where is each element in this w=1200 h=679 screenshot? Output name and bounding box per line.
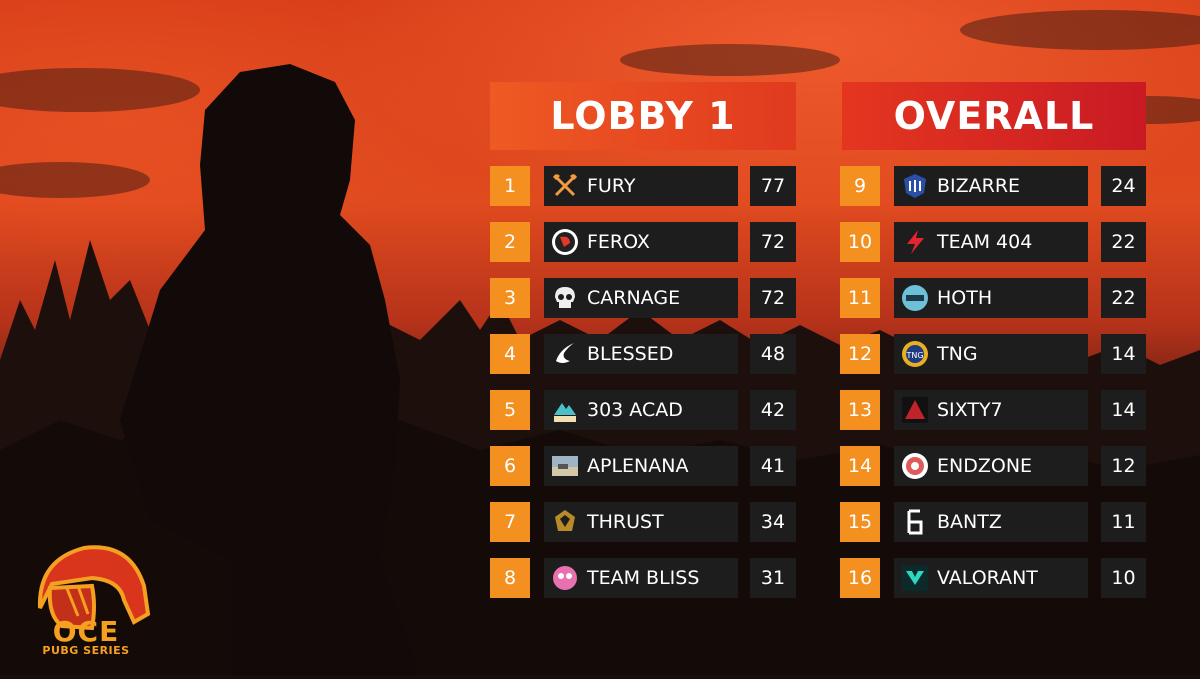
- bliss-mascot-icon: [550, 563, 580, 593]
- thrust-crest-icon: [550, 507, 580, 537]
- rank-cell: 5: [490, 390, 530, 430]
- score-cell: 48: [750, 334, 796, 374]
- team-cell: TNG TNG: [894, 334, 1088, 374]
- rank-cell: 12: [840, 334, 880, 374]
- team-name: TEAM BLISS: [587, 567, 700, 589]
- wing-icon: [550, 339, 580, 369]
- team-cell: HOTH: [894, 278, 1088, 318]
- team-cell: BIZARRE: [894, 166, 1088, 206]
- score-cell: 10: [1101, 558, 1146, 598]
- team-name: VALORANT: [937, 567, 1038, 589]
- rank-cell: 11: [840, 278, 880, 318]
- pubg-helmet-icon: [37, 545, 151, 631]
- score-cell: 42: [750, 390, 796, 430]
- hoth-badge-icon: [900, 283, 930, 313]
- team-name: THRUST: [587, 511, 664, 533]
- valorant-mascot-icon: [900, 563, 930, 593]
- lobby-title: LOBBY 1: [490, 82, 796, 150]
- score-cell: 34: [750, 502, 796, 542]
- rank-cell: 1: [490, 166, 530, 206]
- team-name: SIXTY7: [937, 399, 1003, 421]
- team-cell: TEAM BLISS: [544, 558, 738, 598]
- team-cell: TEAM 404: [894, 222, 1088, 262]
- team-cell: ENDZONE: [894, 446, 1088, 486]
- overall-title: OVERALL: [842, 82, 1146, 150]
- team-cell: VALORANT: [894, 558, 1088, 598]
- team-cell: SIXTY7: [894, 390, 1088, 430]
- rank-cell: 15: [840, 502, 880, 542]
- team-name: BLESSED: [587, 343, 674, 365]
- crossed-axes-icon: [550, 171, 580, 201]
- score-cell: 22: [1101, 222, 1146, 262]
- tng-lion-icon: TNG: [900, 339, 930, 369]
- score-cell: 14: [1101, 334, 1146, 374]
- score-cell: 12: [1101, 446, 1146, 486]
- team-name: ENDZONE: [937, 455, 1033, 477]
- team-name: HOTH: [937, 287, 993, 309]
- rank-cell: 8: [490, 558, 530, 598]
- rank-cell: 14: [840, 446, 880, 486]
- rank-cell: 4: [490, 334, 530, 374]
- team-name: APLENANA: [587, 455, 689, 477]
- team-name: 303 ACAD: [587, 399, 683, 421]
- rank-cell: 3: [490, 278, 530, 318]
- bizarre-shield-icon: [900, 171, 930, 201]
- rank-cell: 10: [840, 222, 880, 262]
- team-cell: THRUST: [544, 502, 738, 542]
- team-name: TEAM 404: [937, 231, 1033, 253]
- sixty7-emblem-icon: [900, 395, 930, 425]
- team-name: FEROX: [587, 231, 650, 253]
- rank-cell: 6: [490, 446, 530, 486]
- score-cell: 14: [1101, 390, 1146, 430]
- rank-cell: 16: [840, 558, 880, 598]
- score-cell: 72: [750, 222, 796, 262]
- brand-subtitle: PUBG SERIES: [42, 644, 130, 657]
- svg-text:TNG: TNG: [905, 351, 923, 360]
- score-cell: 41: [750, 446, 796, 486]
- landscape-photo-icon: [550, 451, 580, 481]
- team-cell: APLENANA: [544, 446, 738, 486]
- team-cell: CARNAGE: [544, 278, 738, 318]
- team-cell: 303 ACAD: [544, 390, 738, 430]
- score-cell: 72: [750, 278, 796, 318]
- score-cell: 11: [1101, 502, 1146, 542]
- team-name: BANTZ: [937, 511, 1002, 533]
- team-name: TNG: [937, 343, 978, 365]
- team-name: BIZARRE: [937, 175, 1021, 197]
- 303-mountain-icon: [550, 395, 580, 425]
- score-cell: 22: [1101, 278, 1146, 318]
- team-cell: BANTZ: [894, 502, 1088, 542]
- team-cell: FURY: [544, 166, 738, 206]
- bantz-b-icon: [900, 507, 930, 537]
- rank-cell: 7: [490, 502, 530, 542]
- rank-cell: 9: [840, 166, 880, 206]
- score-cell: 24: [1101, 166, 1146, 206]
- team-cell: FEROX: [544, 222, 738, 262]
- team-name: CARNAGE: [587, 287, 681, 309]
- team-name: FURY: [587, 175, 636, 197]
- skull-icon: [550, 283, 580, 313]
- rank-cell: 13: [840, 390, 880, 430]
- score-cell: 31: [750, 558, 796, 598]
- team-cell: BLESSED: [544, 334, 738, 374]
- rank-cell: 2: [490, 222, 530, 262]
- ferox-emblem-icon: [550, 227, 580, 257]
- lightning-bolt-icon: [900, 227, 930, 257]
- brand-name: OCE: [52, 615, 120, 648]
- score-cell: 77: [750, 166, 796, 206]
- endzone-circle-icon: [900, 451, 930, 481]
